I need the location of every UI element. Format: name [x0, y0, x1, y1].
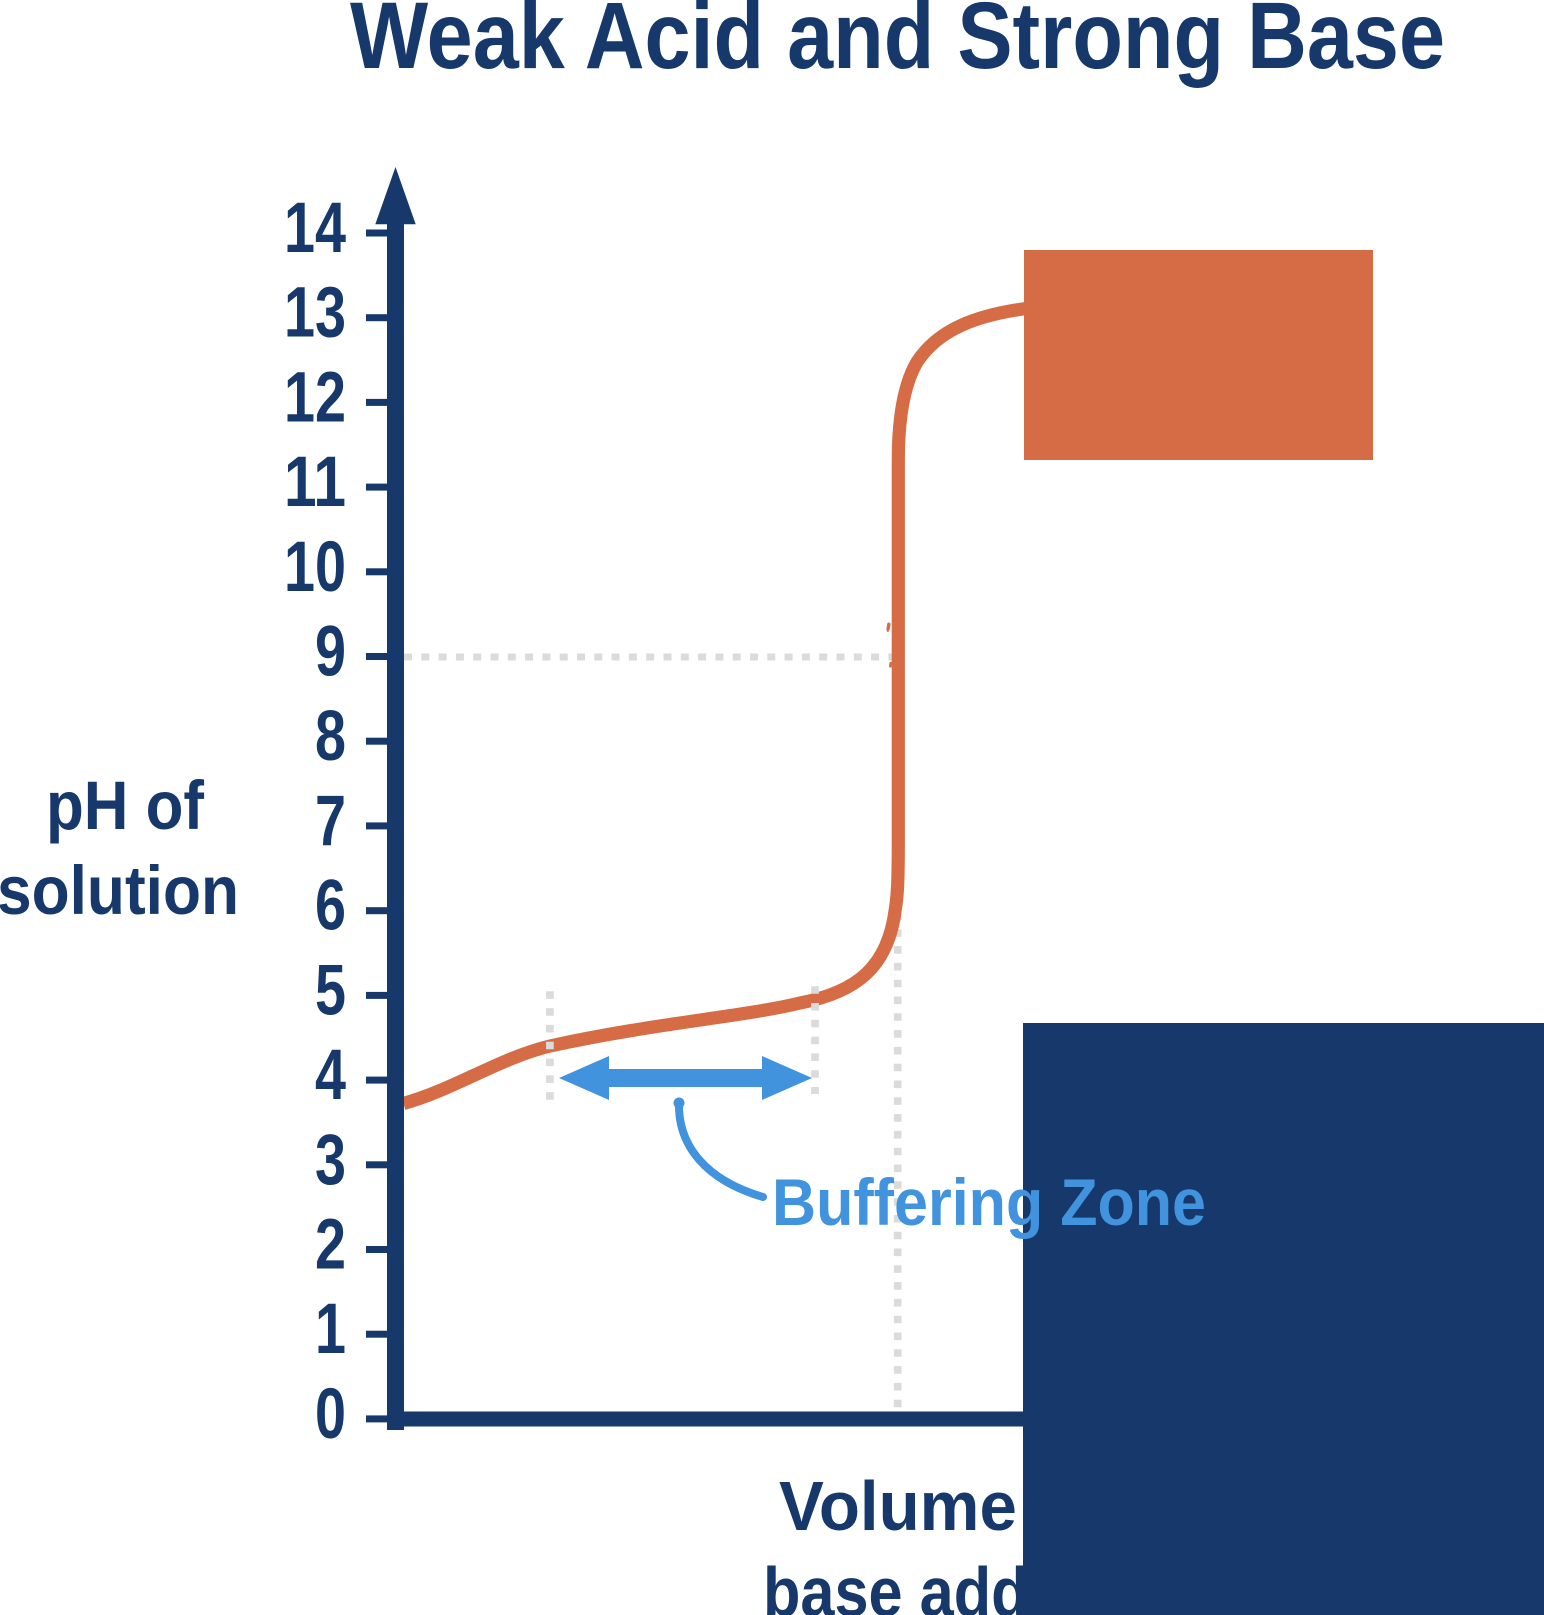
svg-text:4: 4 — [315, 1036, 346, 1115]
svg-text:0: 0 — [315, 1375, 346, 1454]
svg-text:solution: solution — [0, 852, 239, 929]
svg-text:3: 3 — [315, 1121, 346, 1200]
svg-text:Weak Acid and Strong Base: Weak Acid and Strong Base — [350, 0, 1445, 89]
svg-text:6: 6 — [315, 867, 346, 946]
svg-text:13: 13 — [284, 274, 346, 353]
svg-text:pH of: pH of — [46, 767, 205, 844]
svg-text:8: 8 — [315, 697, 346, 776]
svg-text:10: 10 — [284, 528, 346, 607]
svg-text:5: 5 — [315, 951, 346, 1030]
svg-text:7: 7 — [315, 782, 346, 861]
svg-text:2: 2 — [315, 1206, 346, 1285]
svg-text:1: 1 — [315, 1290, 346, 1369]
svg-text:11: 11 — [284, 443, 346, 522]
svg-text:Buffering Zone: Buffering Zone — [772, 1165, 1206, 1239]
svg-text:14: 14 — [284, 189, 346, 268]
svg-text:12: 12 — [284, 358, 346, 437]
svg-text:9: 9 — [315, 613, 346, 692]
